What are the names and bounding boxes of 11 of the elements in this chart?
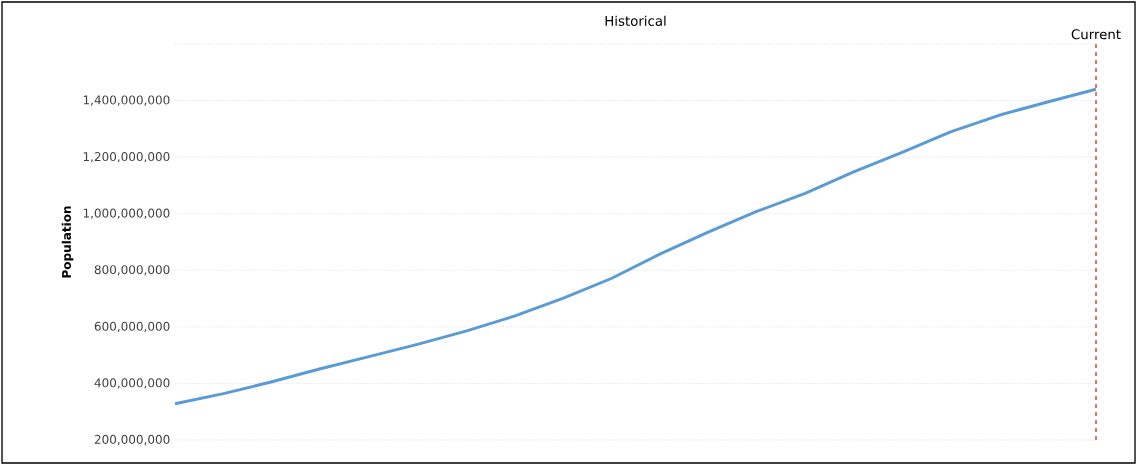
y-tick-label: 1,200,000,000 [83, 151, 170, 163]
y-tick-label: 800,000,000 [94, 265, 170, 276]
y-tick-label: 1,400,000,000 [83, 95, 170, 106]
chart-title: Historical [605, 15, 666, 26]
y-tick-label: 400,000,000 [94, 378, 170, 389]
text: Current [1071, 29, 1121, 40]
y-axis-title: Population [61, 206, 74, 278]
y-tick-label: 200,000,000 [94, 434, 170, 446]
line-series [173, 87, 1098, 406]
y-tick-label: 1,000,000,000 [83, 208, 170, 219]
y-tick-label: 600,000,000 [94, 321, 170, 333]
